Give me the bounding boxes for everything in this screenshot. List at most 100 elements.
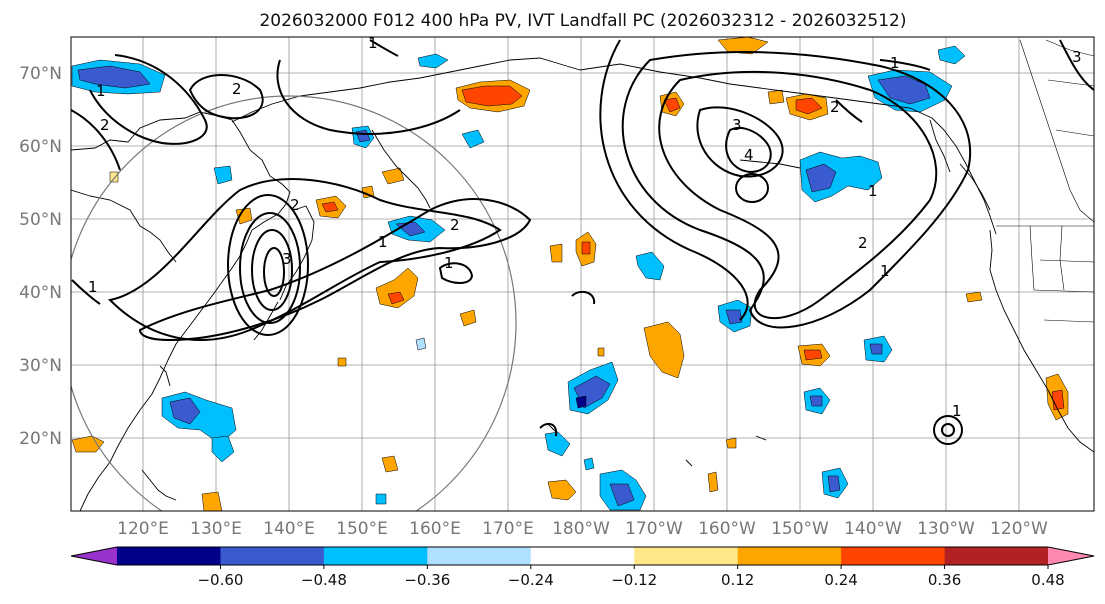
positive-patch [71, 435, 105, 453]
contour-label: 2 [290, 196, 300, 214]
lon-label: 170°W [625, 519, 683, 539]
colorbar-tick-label: 0.12 [721, 571, 754, 589]
colorbar: −0.60 −0.48 −0.36 −0.24 −0.12 0.12 0.24 0.36 0.4… [70, 546, 1095, 589]
negative-patch [609, 483, 635, 507]
positive-patch [643, 321, 685, 379]
colorbar-extend-max [1048, 547, 1094, 565]
lat-label: 40°N [19, 283, 62, 303]
positive-patch [547, 479, 577, 501]
contour-label: 1 [868, 182, 878, 200]
lon-label: 150°E [336, 519, 388, 539]
contour-label: 3 [282, 250, 292, 268]
pv-shading [71, 37, 1069, 511]
colorbar-swatch [323, 547, 428, 565]
colorbar-swatch [427, 547, 532, 565]
colorbar-tick-label: −0.36 [404, 571, 450, 589]
colorbar-tick-label: −0.24 [508, 571, 554, 589]
contour-labels: 1 1 1 1 1 1 1 1 1 2 2 2 2 2 2 3 3 3 4 [88, 34, 1082, 420]
lat-label: 30°N [19, 356, 62, 376]
positive-patch [381, 167, 405, 185]
lon-label: 180°W [552, 519, 610, 539]
negative-patch [869, 343, 883, 355]
colorbar-swatch [530, 547, 635, 565]
borders [996, 39, 1094, 323]
lon-axis: 120°E 130°E 140°E 150°E 160°E 170°E 180°… [117, 519, 1048, 539]
contour-label: 2 [100, 116, 110, 134]
colorbar-swatch [841, 547, 946, 565]
negative-patch [805, 163, 837, 193]
negative-patch [937, 45, 966, 65]
contour-label: 1 [880, 262, 890, 280]
map-frame [70, 36, 1095, 512]
colorbar-swatch [117, 547, 221, 565]
pv-contours [71, 39, 1094, 445]
positive-patch [663, 97, 681, 113]
positive-patch [459, 309, 477, 327]
colorbar-outline [70, 546, 1095, 566]
contour-label: 2 [450, 216, 460, 234]
negative-patch [583, 457, 595, 471]
lon-label: 160°W [698, 519, 756, 539]
negative-patch [827, 475, 841, 493]
negative-patch [375, 493, 387, 505]
negative-patch [575, 395, 587, 409]
positive-patch [461, 85, 523, 107]
map-background [71, 37, 1094, 511]
contour-label: 1 [890, 54, 900, 72]
negative-patch [169, 397, 201, 425]
positive-patch [965, 291, 983, 303]
contour-label: 1 [378, 233, 388, 251]
positive-patch [1051, 389, 1065, 411]
contour-label: 1 [88, 278, 98, 296]
lon-label: 120°W [990, 519, 1048, 539]
colorbar-tick-label: 0.48 [1031, 571, 1064, 589]
negative-patch [415, 337, 427, 351]
negative-patch [77, 65, 151, 89]
contour-label: 4 [744, 146, 754, 164]
colorbar-swatch [220, 547, 325, 565]
positive-patch [597, 347, 605, 357]
map-panel: 1 1 1 1 1 1 1 1 1 2 2 2 2 2 2 3 3 3 4 [70, 34, 1095, 512]
positive-patch [109, 171, 119, 183]
colorbar-extend-min [71, 547, 117, 565]
contour-label: 2 [232, 80, 242, 98]
negative-patch [211, 435, 235, 463]
colorbar-tick-label: −0.60 [197, 571, 243, 589]
negative-patch [809, 395, 823, 407]
positive-patch [337, 357, 347, 367]
lon-label: 130°E [190, 519, 242, 539]
lon-label: 140°W [844, 519, 902, 539]
lon-label: 140°E [263, 519, 315, 539]
positive-patch [381, 455, 399, 473]
contour-label: 1 [368, 34, 378, 52]
contour-label: 1 [444, 254, 454, 272]
positive-patch [795, 97, 823, 115]
colorbar-swatch [634, 547, 739, 565]
colorbar-tick-label: −0.12 [611, 571, 657, 589]
positive-patch [803, 349, 823, 361]
lat-label: 70°N [19, 64, 62, 84]
colorbar-swatch [737, 547, 842, 565]
positive-patch [387, 291, 405, 305]
positive-patch [549, 243, 563, 263]
lat-axis: 70°N 60°N 50°N 40°N 30°N 20°N [19, 64, 62, 449]
lon-label: 160°E [409, 519, 461, 539]
negative-patch [417, 53, 449, 69]
positive-patch [725, 437, 737, 449]
contour-label: 3 [1072, 48, 1082, 66]
negative-patch [635, 251, 665, 281]
positive-patch [581, 241, 591, 255]
contour-label: 3 [732, 116, 742, 134]
contour-label: 1 [96, 82, 106, 100]
lat-label: 50°N [19, 210, 62, 230]
lat-label: 60°N [19, 137, 62, 157]
figure-title: 2026032000 F012 400 hPa PV, IVT Landfall… [259, 11, 906, 31]
coastlines [71, 57, 1094, 511]
lon-label: 150°W [771, 519, 829, 539]
lat-label: 20°N [19, 429, 62, 449]
lon-label: 170°E [482, 519, 534, 539]
lon-label: 120°E [117, 519, 169, 539]
lon-label: 130°W [917, 519, 975, 539]
colorbar-tick-label: 0.36 [928, 571, 961, 589]
region-circle [71, 95, 517, 511]
